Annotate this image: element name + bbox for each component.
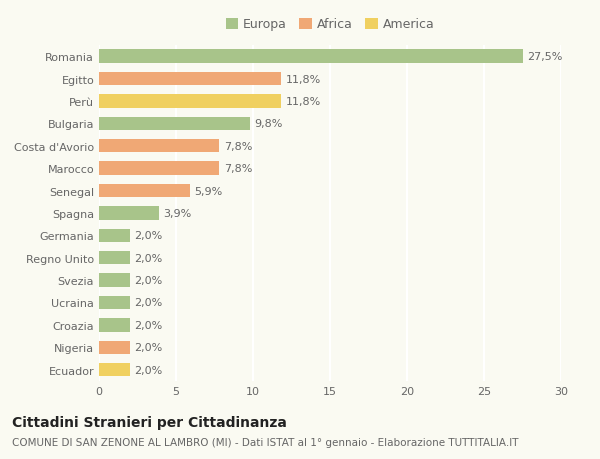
Bar bbox=[99, 341, 130, 354]
Bar bbox=[99, 95, 281, 108]
Bar bbox=[99, 363, 130, 376]
Text: 2,0%: 2,0% bbox=[134, 275, 163, 285]
Text: Cittadini Stranieri per Cittadinanza: Cittadini Stranieri per Cittadinanza bbox=[12, 415, 287, 429]
Bar bbox=[99, 319, 130, 332]
Text: 2,0%: 2,0% bbox=[134, 365, 163, 375]
Text: 2,0%: 2,0% bbox=[134, 231, 163, 241]
Text: 2,0%: 2,0% bbox=[134, 253, 163, 263]
Text: 2,0%: 2,0% bbox=[134, 342, 163, 353]
Text: 11,8%: 11,8% bbox=[286, 97, 320, 107]
Text: 7,8%: 7,8% bbox=[224, 164, 252, 174]
Text: 9,8%: 9,8% bbox=[254, 119, 283, 129]
Bar bbox=[99, 162, 219, 175]
Text: 7,8%: 7,8% bbox=[224, 141, 252, 151]
Bar bbox=[99, 140, 219, 153]
Text: 27,5%: 27,5% bbox=[527, 52, 562, 62]
Text: 2,0%: 2,0% bbox=[134, 298, 163, 308]
Bar bbox=[99, 274, 130, 287]
Legend: Europa, Africa, America: Europa, Africa, America bbox=[221, 13, 439, 36]
Bar bbox=[99, 207, 159, 220]
Bar bbox=[99, 185, 190, 198]
Text: 11,8%: 11,8% bbox=[286, 74, 320, 84]
Bar bbox=[99, 296, 130, 309]
Bar bbox=[99, 118, 250, 131]
Text: COMUNE DI SAN ZENONE AL LAMBRO (MI) - Dati ISTAT al 1° gennaio - Elaborazione TU: COMUNE DI SAN ZENONE AL LAMBRO (MI) - Da… bbox=[12, 437, 518, 447]
Text: 5,9%: 5,9% bbox=[194, 186, 223, 196]
Bar bbox=[99, 73, 281, 86]
Text: 2,0%: 2,0% bbox=[134, 320, 163, 330]
Bar bbox=[99, 252, 130, 265]
Bar bbox=[99, 50, 523, 64]
Bar bbox=[99, 229, 130, 242]
Text: 3,9%: 3,9% bbox=[164, 208, 192, 218]
